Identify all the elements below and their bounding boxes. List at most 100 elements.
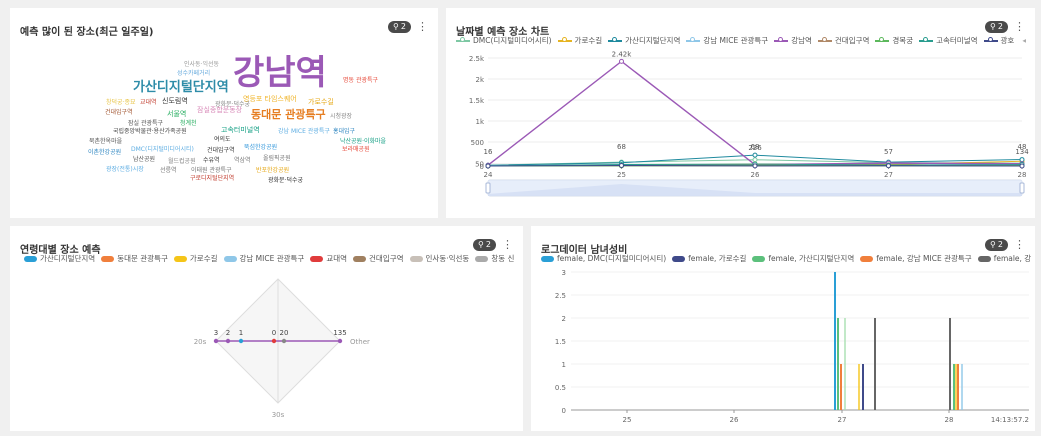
wordcloud-word[interactable]: 강남역 xyxy=(233,53,327,93)
legend-item[interactable]: 건대입구역 xyxy=(353,253,404,264)
more-menu-icon[interactable]: ⋮ xyxy=(417,20,428,33)
legend-item[interactable]: female, 가로수길 xyxy=(672,253,746,264)
legend-item[interactable]: female, 가산디지털단지역 xyxy=(752,253,854,264)
wordcloud-word[interactable]: 국립중앙박물관·용산가족공원 xyxy=(113,128,187,135)
radar-point[interactable] xyxy=(238,338,244,344)
wordcloud-word[interactable]: 시청광장 xyxy=(330,113,353,120)
legend-item[interactable]: 건대입구역 xyxy=(817,35,869,46)
wordcloud-word[interactable]: 반포한강공원 xyxy=(256,167,290,174)
wordcloud-word[interactable]: DMC(디지털미디어시티) xyxy=(131,146,194,153)
data-point[interactable] xyxy=(619,58,624,64)
legend-item[interactable]: 동대문 관광특구 xyxy=(101,253,168,264)
wordcloud-word[interactable]: 건대입구역 xyxy=(105,109,133,116)
filter-button[interactable]: ⚲ 2 xyxy=(388,21,411,33)
legend-item[interactable]: 가로수길 xyxy=(557,35,602,46)
wordcloud-word[interactable]: 교대역 xyxy=(140,99,157,106)
wordcloud-word[interactable]: 가로수길 xyxy=(308,98,334,106)
data-point[interactable] xyxy=(1019,163,1025,169)
data-point[interactable] xyxy=(619,163,624,169)
wordcloud-word[interactable]: 명동 관광특구 xyxy=(343,77,379,84)
bar[interactable] xyxy=(858,364,860,410)
legend-item[interactable]: 가산디지털단지역 xyxy=(608,35,680,46)
wordcloud-word[interactable]: 동대문 관광특구 xyxy=(251,108,326,121)
bar[interactable] xyxy=(957,364,959,410)
legend-item[interactable]: 광호 xyxy=(983,35,1014,46)
legend-item[interactable]: 고속터미널역 xyxy=(919,35,978,46)
legend-item[interactable]: female, 강남역 xyxy=(977,253,1031,264)
legend-item[interactable]: DMC(디지털미디어시티) xyxy=(456,35,552,46)
data-point[interactable] xyxy=(485,163,491,169)
wordcloud-word[interactable]: 창덕궁·종묘 xyxy=(106,99,136,106)
prev-page-icon[interactable]: ◀ xyxy=(1022,36,1026,45)
legend-item[interactable]: 강남역 xyxy=(774,35,812,46)
wordcloud-word[interactable]: 홍대입구 xyxy=(333,128,356,135)
legend-item[interactable]: 창동 신 xyxy=(475,253,514,264)
data-point[interactable] xyxy=(886,163,891,169)
wordcloud-word[interactable]: 잠실 관광특구 xyxy=(128,120,164,127)
radar-point[interactable] xyxy=(225,338,231,344)
bar[interactable] xyxy=(961,364,963,410)
wordcloud-word[interactable]: 광장(전통)시장 xyxy=(106,166,144,173)
wordcloud-word[interactable]: 가산디지털단지역 xyxy=(133,80,229,95)
legend-item[interactable]: female, 강남 MICE 관광특구 xyxy=(860,253,972,264)
bar[interactable] xyxy=(953,364,955,410)
bar[interactable] xyxy=(840,364,842,410)
bar[interactable] xyxy=(949,318,951,410)
wordcloud-word[interactable]: 남산공원 xyxy=(133,156,156,163)
wordcloud-word[interactable]: 월드컵공원 xyxy=(168,158,196,165)
wordcloud-word[interactable]: 역삼역 xyxy=(234,157,251,164)
bar[interactable] xyxy=(837,318,839,410)
more-menu-icon[interactable]: ⋮ xyxy=(1014,20,1025,33)
wordcloud-word[interactable]: 서울역 xyxy=(167,110,187,118)
wordcloud-word[interactable]: 잠실종합운동장 xyxy=(197,106,243,114)
data-point[interactable] xyxy=(1019,157,1025,163)
more-menu-icon[interactable]: ⋮ xyxy=(1014,238,1025,251)
legend-item[interactable]: 강남 MICE 관광특구 xyxy=(223,253,304,264)
wordcloud-word[interactable]: 낙산공원·이화마을 xyxy=(340,138,387,145)
wordcloud-word[interactable]: 이태원 관광특구 xyxy=(191,167,232,174)
legend-item[interactable]: 인사동·익선동 xyxy=(409,253,469,264)
wordcloud-word[interactable]: 보라매공원 xyxy=(342,146,370,153)
radar-point[interactable] xyxy=(213,338,219,344)
bar[interactable] xyxy=(874,318,876,410)
zoom-handle[interactable] xyxy=(485,182,491,194)
wordcloud-word[interactable]: 수유역 xyxy=(203,157,220,164)
radar-point[interactable] xyxy=(281,338,287,344)
filter-button[interactable]: ⚲ 2 xyxy=(985,21,1008,33)
wordcloud-word[interactable]: 인사동·익선동 xyxy=(184,61,220,68)
legend-item[interactable]: 강남 MICE 관광특구 xyxy=(686,35,768,46)
wordcloud-word[interactable]: 올림픽공원 xyxy=(263,155,291,162)
more-menu-icon[interactable]: ⋮ xyxy=(502,238,513,251)
wordcloud-word[interactable]: 선릉역 xyxy=(160,167,177,174)
wordcloud-word[interactable]: 건대입구역 xyxy=(207,147,235,154)
filter-button[interactable]: ⚲ 2 xyxy=(473,239,496,251)
bar[interactable] xyxy=(834,272,836,410)
wordcloud-word[interactable]: 구로디지털단지역 xyxy=(190,175,235,182)
wordcloud-word[interactable]: 영등포 타임스퀘어 xyxy=(243,95,297,103)
zoom-slider-window[interactable] xyxy=(488,180,1022,196)
zoom-handle[interactable] xyxy=(1019,182,1025,194)
legend-item[interactable]: 가산디지털단지역 xyxy=(24,253,95,264)
bar[interactable] xyxy=(862,364,864,410)
wordcloud-word[interactable]: 북촌한옥마을 xyxy=(89,138,123,145)
legend-item[interactable]: 가로수길 xyxy=(173,253,218,264)
wordcloud-word[interactable]: 강남 MICE 관광특구 xyxy=(278,128,330,135)
wordcloud-word[interactable]: 이촌한강공원 xyxy=(88,149,122,156)
filter-button[interactable]: ⚲ 2 xyxy=(985,239,1008,251)
wordcloud-word[interactable]: 여의도 xyxy=(214,136,231,143)
wordcloud-word[interactable]: 고속터미널역 xyxy=(221,126,260,134)
wordcloud-word[interactable]: 성수카페거리 xyxy=(177,70,211,77)
legend-item[interactable]: 경복궁 xyxy=(875,35,913,46)
data-point[interactable] xyxy=(752,157,758,163)
legend-item[interactable]: female, DMC(디지털미디어시티) xyxy=(541,253,666,264)
wordcloud-word[interactable]: 광화문·덕수궁 xyxy=(268,177,304,184)
bar[interactable] xyxy=(844,318,846,410)
wordcloud-word[interactable]: 뚝섬한강공원 xyxy=(244,144,278,151)
legend-item[interactable]: 교대역 xyxy=(310,253,347,264)
wordcloud-word[interactable]: 광화문·덕수궁 xyxy=(215,101,251,108)
wordcloud-word[interactable]: 신도림역 xyxy=(162,97,188,105)
bar[interactable] xyxy=(955,364,957,410)
radar-point[interactable] xyxy=(271,338,277,344)
radar-point[interactable] xyxy=(337,338,343,344)
data-point[interactable] xyxy=(752,152,758,158)
